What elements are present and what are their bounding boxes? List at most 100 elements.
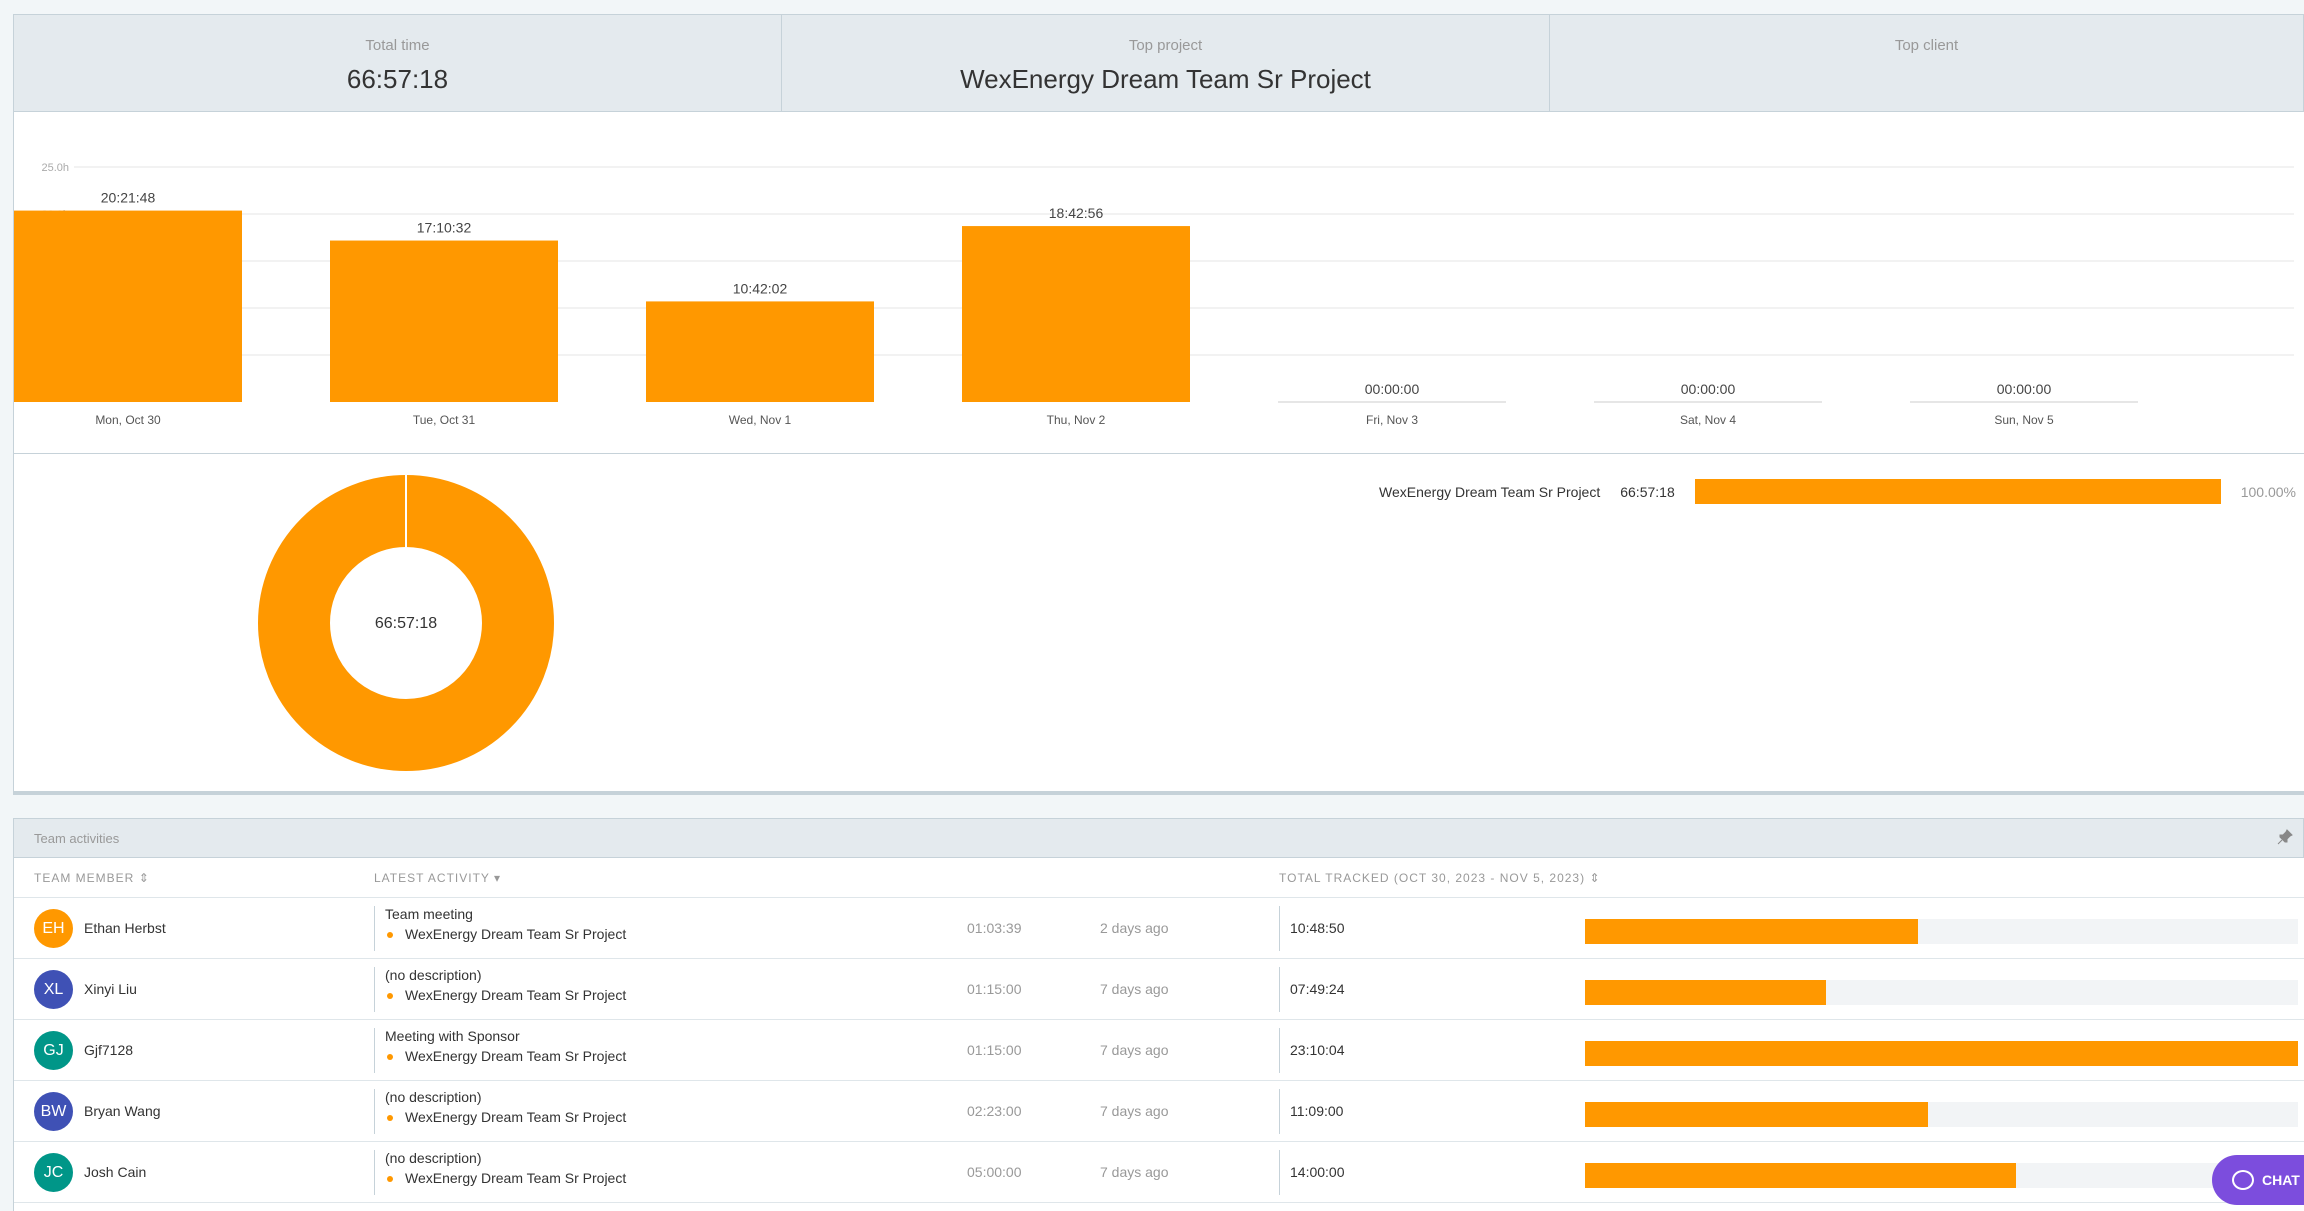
activity-duration: 02:23:00 <box>967 1103 1022 1119</box>
activity-description: (no description) <box>385 1089 482 1105</box>
activity-time-ago: 7 days ago <box>1100 1103 1169 1119</box>
activity-description: (no description) <box>385 967 482 983</box>
latest-activity: Team meeting WexEnergy Dream Team Sr Proj… <box>374 906 626 951</box>
total-tracked-bar-fill <box>1585 919 1918 944</box>
member-name[interactable]: Xinyi Liu <box>84 981 137 997</box>
table-row[interactable]: GJ Gjf7128 Meeting with Sponsor WexEnergy D… <box>14 1020 2304 1081</box>
activity-time-ago: 7 days ago <box>1100 981 1169 997</box>
activity-time-ago: 7 days ago <box>1100 1042 1169 1058</box>
avatar[interactable]: EH <box>34 909 73 948</box>
sort-desc-icon: ▾ <box>494 871 502 885</box>
table-row[interactable]: JC Josh Cain (no description) WexEnergy Dre… <box>14 1142 2304 1203</box>
bar <box>14 210 242 402</box>
total-tracked-bar-fill <box>1585 980 1826 1005</box>
project-breakdown-row[interactable]: WexEnergy Dream Team Sr Project 66:57:18… <box>1379 479 2296 504</box>
total-tracked-bar-fill <box>1585 1041 2298 1066</box>
top-client-label: Top client <box>1894 37 1959 54</box>
column-latest-activity-label: LATEST ACTIVITY <box>374 871 490 885</box>
project-color-dot <box>387 1176 393 1182</box>
team-table-body: EH Ethan Herbst Team meeting WexEnergy Drea… <box>14 898 2304 1203</box>
total-tracked-bar <box>1585 1163 2298 1188</box>
summary-bar: Total time 66:57:18 Top project WexEnerg… <box>13 14 2304 112</box>
chat-button[interactable]: CHAT <box>2212 1155 2304 1205</box>
x-tick-label: Sat, Nov 4 <box>1680 413 1736 427</box>
pin-icon[interactable] <box>2277 829 2295 847</box>
total-tracked-bar-fill <box>1585 1163 2016 1188</box>
total-tracked-bar <box>1585 1102 2298 1127</box>
table-row[interactable]: EH Ethan Herbst Team meeting WexEnergy Drea… <box>14 898 2304 959</box>
x-tick-label: Fri, Nov 3 <box>1366 413 1418 427</box>
activity-duration: 01:15:00 <box>967 1042 1022 1058</box>
team-table-header: TEAM MEMBER ⇕ LATEST ACTIVITY ▾ TOTAL TR… <box>14 858 2304 898</box>
x-tick-label: Tue, Oct 31 <box>413 413 476 427</box>
activity-project-name: WexEnergy Dream Team Sr Project <box>405 1109 627 1125</box>
chat-label: CHAT <box>2262 1172 2300 1188</box>
data-label: 00:00:00 <box>1997 381 2052 397</box>
total-tracked: 11:09:00 <box>1279 1089 1343 1134</box>
activity-time-ago: 2 days ago <box>1100 920 1169 936</box>
project-color-dot <box>387 932 393 938</box>
member-name[interactable]: Bryan Wang <box>84 1103 161 1119</box>
x-tick-label: Sun, Nov 5 <box>1994 413 2054 427</box>
avatar[interactable]: BW <box>34 1092 73 1131</box>
project-time: 66:57:18 <box>1620 483 1675 500</box>
x-tick-label: Wed, Nov 1 <box>729 413 792 427</box>
total-tracked: 14:00:00 <box>1279 1150 1345 1195</box>
team-activities-panel: Team activities TEAM MEMBER ⇕ LATEST ACT… <box>13 818 2304 1211</box>
activity-description: (no description) <box>385 1150 482 1166</box>
bar <box>646 301 874 402</box>
column-total-tracked[interactable]: TOTAL TRACKED (OCT 30, 2023 - NOV 5, 202… <box>1279 871 1601 885</box>
bar <box>330 240 558 402</box>
avatar[interactable]: JC <box>34 1153 73 1192</box>
data-label: 18:42:56 <box>1049 205 1104 221</box>
table-row[interactable]: XL Xinyi Liu (no description) WexEnergy Dre… <box>14 959 2304 1020</box>
total-tracked: 10:48:50 <box>1279 906 1345 951</box>
latest-activity: (no description) WexEnergy Dream Team Sr … <box>374 1150 626 1195</box>
project-donut-chart: 66:57:18 <box>258 475 554 771</box>
column-team-member[interactable]: TEAM MEMBER ⇕ <box>34 871 150 885</box>
activity-duration: 01:15:00 <box>967 981 1022 997</box>
column-latest-activity[interactable]: LATEST ACTIVITY ▾ <box>374 871 501 885</box>
summary-top-client: Top client <box>1550 15 2303 111</box>
member-name[interactable]: Josh Cain <box>84 1164 147 1180</box>
project-color-dot <box>387 1115 393 1121</box>
activity-project: WexEnergy Dream Team Sr Project <box>385 1048 626 1064</box>
activity-project-name: WexEnergy Dream Team Sr Project <box>405 987 627 1003</box>
summary-top-project: Top project WexEnergy Dream Team Sr Proj… <box>782 15 1550 111</box>
sort-icon: ⇕ <box>138 871 150 885</box>
activity-project-name: WexEnergy Dream Team Sr Project <box>405 1170 627 1186</box>
data-label: 00:00:00 <box>1681 381 1736 397</box>
total-time-label: Total time <box>365 37 430 54</box>
member-name[interactable]: Gjf7128 <box>84 1042 134 1058</box>
x-tick-label: Mon, Oct 30 <box>95 413 161 427</box>
total-tracked-bar <box>1585 1041 2298 1066</box>
data-label: 10:42:02 <box>733 280 788 296</box>
data-label: 20:21:48 <box>101 190 156 206</box>
activity-project: WexEnergy Dream Team Sr Project <box>385 987 626 1003</box>
latest-activity: (no description) WexEnergy Dream Team Sr … <box>374 967 626 1012</box>
avatar[interactable]: GJ <box>34 1031 73 1070</box>
table-row[interactable]: BW Bryan Wang (no description) WexEnergy Dr… <box>14 1081 2304 1142</box>
activity-duration: 05:00:00 <box>967 1164 1022 1180</box>
column-total-tracked-label: TOTAL TRACKED (OCT 30, 2023 - NOV 5, 202… <box>1279 871 1586 885</box>
project-percent: 100.00% <box>2240 483 2297 500</box>
project-color-dot <box>387 993 393 999</box>
project-donut-panel: 66:57:18 WexEnergy Dream Team Sr Project… <box>13 454 2304 795</box>
column-team-member-label: TEAM MEMBER <box>34 871 135 885</box>
activity-project-name: WexEnergy Dream Team Sr Project <box>405 1048 627 1064</box>
activity-description: Meeting with Sponsor <box>385 1028 520 1044</box>
member-name[interactable]: Ethan Herbst <box>84 920 166 936</box>
avatar[interactable]: XL <box>34 970 73 1009</box>
top-project-value[interactable]: WexEnergy Dream Team Sr Project <box>960 64 1371 94</box>
team-activities-header: Team activities <box>14 818 2304 858</box>
donut-center-label: 66:57:18 <box>375 615 437 632</box>
summary-total-time: Total time 66:57:18 <box>14 15 782 111</box>
y-tick-label: 25.0h <box>41 162 69 174</box>
total-tracked: 07:49:24 <box>1279 967 1345 1012</box>
latest-activity: Meeting with Sponsor WexEnergy Dream Team… <box>374 1028 626 1073</box>
activity-project: WexEnergy Dream Team Sr Project <box>385 1109 626 1125</box>
project-name: WexEnergy Dream Team Sr Project <box>1379 483 1601 500</box>
